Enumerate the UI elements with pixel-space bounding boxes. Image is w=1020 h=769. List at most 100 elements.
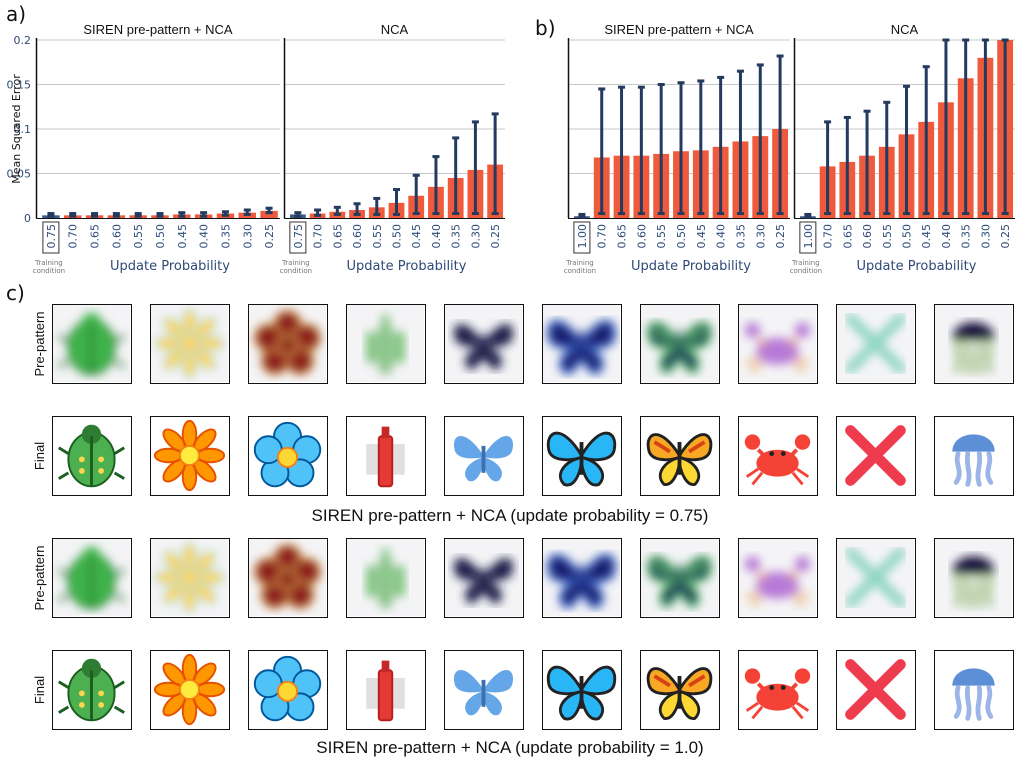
x-tick-label: 0.70 [596,224,609,249]
final-orange-flower-image [150,650,230,730]
x-tick-label: 0.40 [940,224,953,249]
final-blue-flower-image [248,416,328,496]
final-red-bottle-image [346,416,426,496]
training-condition-box [799,221,817,254]
x-tick-label: 0.30 [754,224,767,249]
x-tick-label: 0.60 [861,224,874,249]
chart-title: NCA [381,22,409,37]
x-axis-title: Update Probability [347,259,467,274]
caption-update-075: SIREN pre-pattern + NCA (update probabil… [311,506,709,525]
row-label-final: Final [32,675,47,705]
y-tick-label: 0.15 [7,79,32,92]
x-tick-label: 0.35 [219,224,232,249]
x-tick-label: 0.50 [901,224,914,249]
chart-title: SIREN pre-pattern + NCA [83,22,233,37]
final-blue-butterfly-image [542,416,622,496]
final-jellyfish-image [934,650,1014,730]
x-tick-label: 0.25 [999,224,1012,249]
x-tick-label: 0.45 [920,224,933,249]
x-tick-label: 0.40 [198,224,211,249]
training-condition-note: condition [564,267,596,275]
x-tick-label: 0.30 [469,224,482,249]
chart-title: NCA [891,22,919,37]
y-tick-label: 0.1 [14,123,32,136]
y-tick-label: 0 [24,212,31,225]
x-tick-label: 0.70 [67,224,80,249]
x-tick-label: 0.70 [822,224,835,249]
prepattern-crab-image [738,304,818,384]
training-condition-note: Training [34,259,63,267]
final-light-butterfly-image [444,416,524,496]
final-crab-image [738,650,818,730]
x-tick-label: 0.30 [241,224,254,249]
x-tick-label: 0.45 [695,224,708,249]
final-orange-flower-image [150,416,230,496]
x-tick-label: 0.60 [351,224,364,249]
prepattern-cross-image [836,538,916,618]
x-tick-label: 0.70 [312,224,325,249]
chart-title: SIREN pre-pattern + NCA [604,22,754,37]
final-blue-butterfly-image [542,650,622,730]
training-condition-note: Training [791,259,820,267]
training-condition-box [573,221,591,254]
prepattern-blue-butterfly-image [542,304,622,384]
x-tick-label: 0.60 [635,224,648,249]
training-condition-note: Training [565,259,594,267]
row-label-final: Final [32,441,47,471]
x-tick-label: 0.40 [715,224,728,249]
x-tick-label: 0.40 [430,224,443,249]
prepattern-blue-butterfly-image [542,538,622,618]
panel-label-a: a) [6,2,27,26]
y-tick-label: 0.05 [7,168,32,181]
prepattern-jellyfish-image [934,538,1014,618]
training-condition-box [42,221,60,254]
final-light-butterfly-image [444,650,524,730]
bar-charts: 0 0.05 0.1 0.15 0.2 Mean Squared Error SIREN p… [7,22,1015,275]
final-beetle-image [52,416,132,496]
x-tick-label: 0.45 [410,224,423,249]
prepattern-orange-flower-image [150,538,230,618]
x-tick-label: 0.25 [489,224,502,249]
final-crab-image [738,416,818,496]
x-tick-label: 0.75 [45,224,58,249]
x-tick-label: 0.55 [132,224,145,249]
x-tick-label: 0.35 [734,224,747,249]
x-tick-label: 0.75 [292,224,305,249]
prepattern-red-bottle-image [346,538,426,618]
training-condition-note: condition [790,267,822,275]
final-beetle-image [52,650,132,730]
x-axis-title: Update Probability [631,259,751,274]
prepattern-monarch-butterfly-image [640,304,720,384]
x-tick-label: 0.65 [841,224,854,249]
prepattern-orange-flower-image [150,304,230,384]
prepattern-crab-image [738,538,818,618]
x-tick-label: 0.25 [774,224,787,249]
prepattern-beetle-image [52,304,132,384]
x-tick-label: 0.65 [616,224,629,249]
final-blue-flower-image [248,650,328,730]
x-tick-label: 0.60 [110,224,123,249]
x-tick-label: 0.65 [89,224,102,249]
final-red-bottle-image [346,650,426,730]
x-tick-label: 0.55 [655,224,668,249]
training-condition-note: condition [280,267,312,275]
prepattern-blue-flower-image [248,304,328,384]
final-cross-image [836,416,916,496]
prepattern-red-bottle-image [346,304,426,384]
prepattern-blue-flower-image [248,538,328,618]
y-axis-title: Mean Squared Error [10,74,23,184]
x-axis-title: Update Probability [110,259,230,274]
y-tick-label: 0.2 [14,34,32,47]
x-tick-label: 0.35 [960,224,973,249]
prepattern-beetle-image [52,538,132,618]
training-condition-box [289,221,307,254]
x-tick-label: 0.50 [154,224,167,249]
x-tick-label: 0.50 [391,224,404,249]
x-tick-label: 0.65 [331,224,344,249]
panel-label-b: b) [535,16,556,40]
bar [260,210,278,218]
panel-label-c: c) [6,281,25,305]
x-tick-label: 0.55 [881,224,894,249]
row-label-prepattern: Pre-pattern [32,311,47,377]
x-tick-label: 0.25 [263,224,276,249]
